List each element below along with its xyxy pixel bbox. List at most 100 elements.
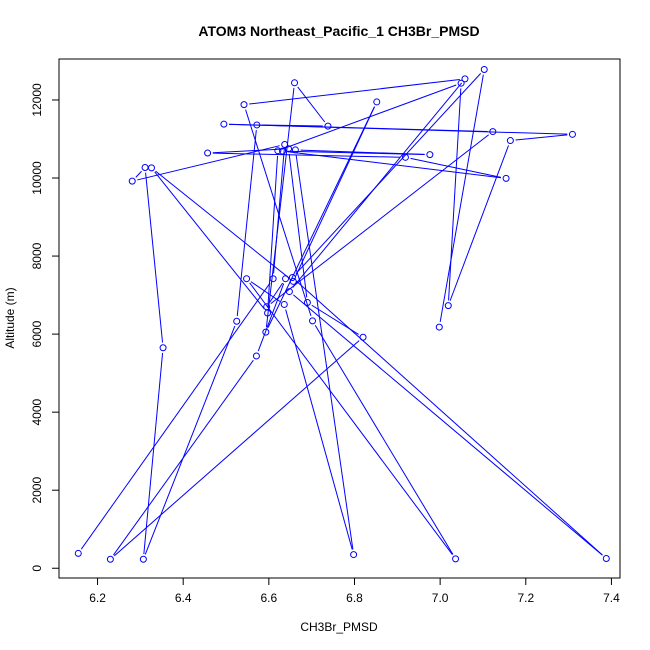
- y-tick-label: 12000: [30, 83, 44, 117]
- data-point: [457, 79, 465, 87]
- data-point: [401, 153, 409, 161]
- data-point: [280, 300, 288, 308]
- data-point: [74, 549, 82, 557]
- series-segment: [144, 325, 236, 555]
- data-point: [220, 120, 228, 128]
- data-point: [233, 317, 241, 325]
- x-tick-label: 7.0: [432, 591, 449, 605]
- data-point: [262, 328, 270, 336]
- series-segment: [267, 106, 375, 328]
- series-segment: [145, 172, 164, 343]
- series-segment: [295, 73, 482, 275]
- data-point: [204, 149, 212, 157]
- series-segment: [154, 171, 265, 310]
- data-point: [148, 164, 156, 172]
- x-tick-label: 7.4: [603, 591, 620, 605]
- data-point: [452, 555, 460, 563]
- data-point: [289, 277, 297, 285]
- data-point: [426, 151, 434, 159]
- series-layer: [74, 66, 610, 563]
- data-point: [285, 145, 293, 153]
- series-segment: [257, 283, 285, 352]
- x-axis: 6.2 6.4 6.6 6.8 7.0 7.2 7.4: [89, 577, 620, 605]
- series-segment: [270, 134, 490, 305]
- series-segment: [249, 282, 453, 556]
- data-point: [253, 121, 261, 129]
- data-point: [568, 130, 576, 138]
- series-segment: [265, 87, 295, 328]
- series-segment: [282, 84, 457, 150]
- series-segment: [269, 282, 284, 303]
- series-segment: [113, 359, 254, 556]
- series-segment: [143, 352, 164, 555]
- y-tick-label: 10000: [30, 161, 44, 195]
- series-segment: [249, 79, 460, 105]
- series-segment: [135, 170, 142, 178]
- series-segment: [410, 157, 502, 178]
- chart-title: ATOM3 Northeast_Pacific_1 CH3Br_PMSD: [198, 23, 479, 39]
- x-tick-label: 6.6: [260, 591, 277, 605]
- y-axis: 0 2000 4000 6000 8000 10000 12000: [30, 83, 60, 572]
- series-segment: [439, 74, 484, 323]
- data-point: [602, 554, 610, 562]
- data-point: [128, 177, 136, 185]
- series-segment: [515, 134, 568, 141]
- series-segment: [297, 86, 326, 123]
- y-tick-label: 0: [30, 565, 44, 572]
- x-tick-label: 6.8: [346, 591, 363, 605]
- series-segment: [314, 325, 454, 555]
- data-point: [373, 98, 381, 106]
- y-axis-label: Altitude (m): [3, 287, 17, 348]
- data-point: [291, 79, 299, 87]
- data-point: [303, 299, 311, 307]
- data-point: [243, 275, 251, 283]
- series-segment: [300, 149, 425, 155]
- series-segment: [449, 145, 510, 301]
- x-axis-label: CH3Br_PMSD: [300, 620, 378, 634]
- data-point: [461, 75, 469, 83]
- data-point: [263, 303, 271, 311]
- series-segment: [448, 88, 462, 301]
- series-segment: [236, 130, 257, 317]
- series-segment: [295, 280, 603, 556]
- data-point: [444, 302, 452, 310]
- series-segment: [229, 123, 488, 132]
- data-point: [291, 146, 299, 154]
- series-segment: [212, 148, 284, 154]
- series-segment: [137, 145, 280, 181]
- series-segment: [293, 294, 603, 556]
- y-tick-label: 6000: [30, 320, 44, 347]
- data-point: [324, 122, 332, 130]
- data-point: [281, 140, 289, 148]
- x-tick-label: 7.2: [517, 591, 534, 605]
- series-segment: [267, 155, 279, 308]
- series-segment: [113, 340, 360, 557]
- series-segment: [294, 106, 376, 277]
- data-point: [350, 551, 358, 559]
- data-point: [106, 555, 114, 563]
- series-segment: [295, 154, 354, 550]
- data-point: [252, 352, 260, 360]
- data-point: [359, 333, 367, 341]
- data-point: [435, 323, 443, 331]
- data-point: [240, 101, 248, 109]
- x-tick-label: 6.2: [89, 591, 106, 605]
- data-point: [274, 147, 282, 155]
- data-point: [489, 128, 497, 136]
- y-tick-label: 8000: [30, 242, 44, 269]
- data-point: [480, 66, 488, 74]
- series-segment: [80, 282, 271, 550]
- data-point: [288, 274, 296, 282]
- data-point: [285, 288, 293, 296]
- data-point: [159, 344, 167, 352]
- data-point: [502, 174, 510, 182]
- y-tick-label: 4000: [30, 398, 44, 425]
- series-segment: [250, 281, 281, 302]
- data-point: [269, 275, 277, 283]
- data-point: [279, 147, 287, 155]
- series-segment: [245, 109, 312, 317]
- y-tick-label: 2000: [30, 477, 44, 504]
- data-point: [139, 555, 147, 563]
